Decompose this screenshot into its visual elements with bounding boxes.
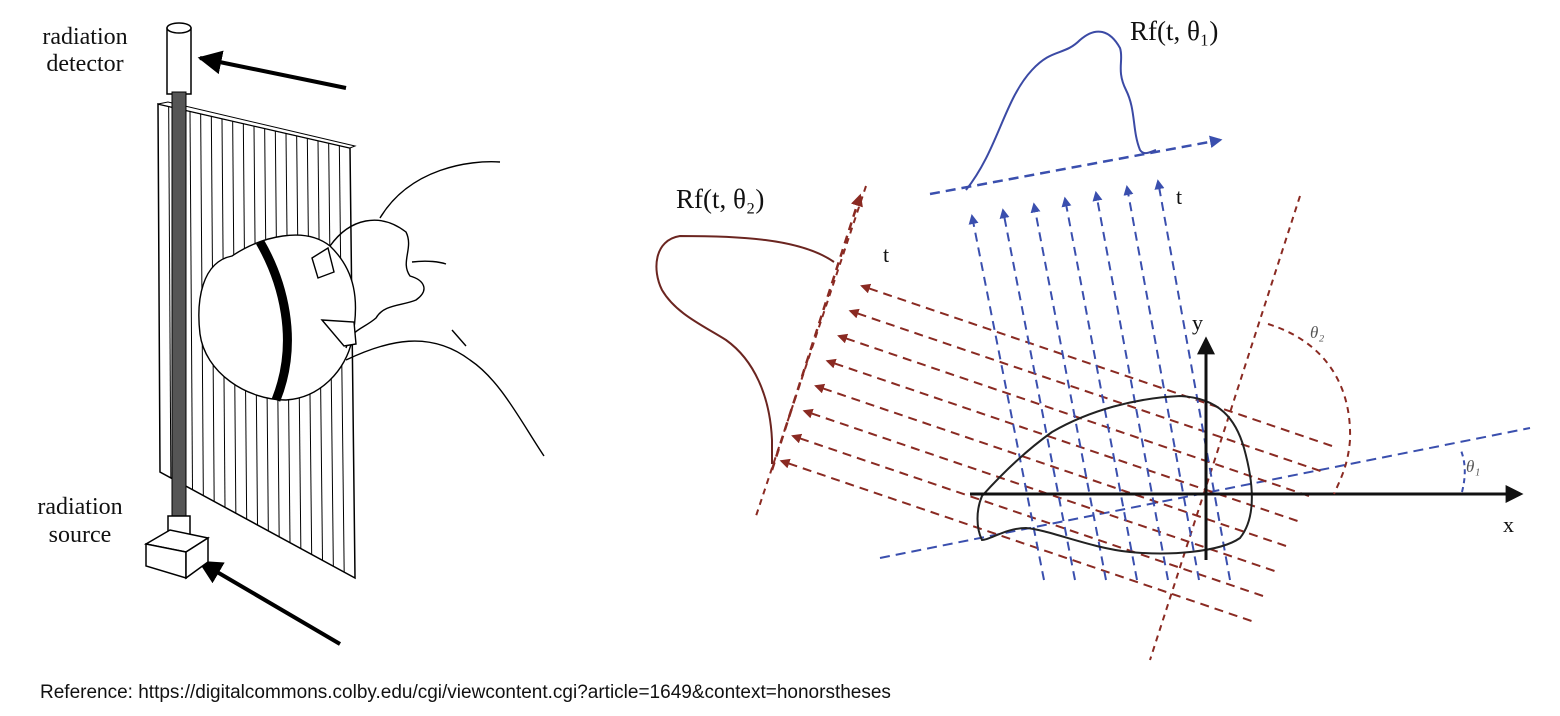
object-outline xyxy=(976,394,1253,555)
ct-scanner-illustration: radiation detector radiation source xyxy=(37,22,545,646)
ray-theta1 xyxy=(1154,179,1231,581)
panel-slat xyxy=(168,106,172,478)
ray-theta2 xyxy=(825,358,1298,522)
rotated-axes-red xyxy=(755,185,1301,661)
ray-theta2 xyxy=(791,433,1264,597)
theta2-arc xyxy=(1267,323,1352,495)
projection-rays-theta1 xyxy=(968,179,1231,581)
ray-theta2 xyxy=(848,308,1321,472)
source-label-line2: source xyxy=(49,522,112,548)
detector-label-line1: radiation xyxy=(42,24,127,50)
ray-theta1 xyxy=(1123,185,1200,581)
t-label-theta1: t xyxy=(1176,184,1182,209)
radiation-source-icon xyxy=(143,515,210,580)
panel-slat xyxy=(189,111,193,490)
projection-label-theta2: Rf(t, θ₂) xyxy=(676,184,764,214)
ray-theta1 xyxy=(968,214,1045,581)
detector-arrow xyxy=(197,50,347,90)
detector-axis-theta2 xyxy=(770,193,863,471)
projection-rays-theta2 xyxy=(779,283,1333,622)
theta1-label: θ₁ xyxy=(1466,457,1480,476)
detector-axis-theta1 xyxy=(929,135,1223,196)
y-axis-label: y xyxy=(1192,310,1203,335)
ray-theta2 xyxy=(802,408,1275,572)
ray-theta2 xyxy=(779,458,1252,622)
projection-curve-theta2 xyxy=(655,234,835,464)
radiation-detector-icon xyxy=(166,22,192,95)
x-axis-label: x xyxy=(1503,512,1514,537)
source-arrow xyxy=(197,560,342,646)
ray-theta2 xyxy=(814,383,1287,547)
source-label-line1: radiation xyxy=(37,494,122,520)
ray-theta1 xyxy=(1030,202,1107,581)
radon-projection-diagram: Rf(t, θ₁) Rf(t, θ₂) t t x y θ₁ θ₂ xyxy=(655,16,1531,661)
radiation-beam-rod xyxy=(171,91,187,523)
reference-prefix: Reference: xyxy=(40,682,139,703)
projection-curve-theta1 xyxy=(965,30,1157,191)
theta2-label: θ₂ xyxy=(1310,323,1324,342)
t-label-theta2: t xyxy=(883,242,889,267)
rotated-axis-blue xyxy=(879,427,1531,559)
ray-theta1 xyxy=(1061,196,1138,581)
detector-label-line2: detector xyxy=(46,51,123,77)
ray-theta1 xyxy=(999,208,1076,581)
projection-label-theta1: Rf(t, θ₁) xyxy=(1130,16,1218,46)
patient-head-icon xyxy=(198,161,545,457)
reference-footer: Reference: https://digitalcommons.colby.… xyxy=(40,682,891,704)
reference-url[interactable]: https://digitalcommons.colby.edu/cgi/vie… xyxy=(138,682,891,703)
ray-theta1 xyxy=(1092,190,1169,581)
theta1-arc xyxy=(1459,447,1466,493)
